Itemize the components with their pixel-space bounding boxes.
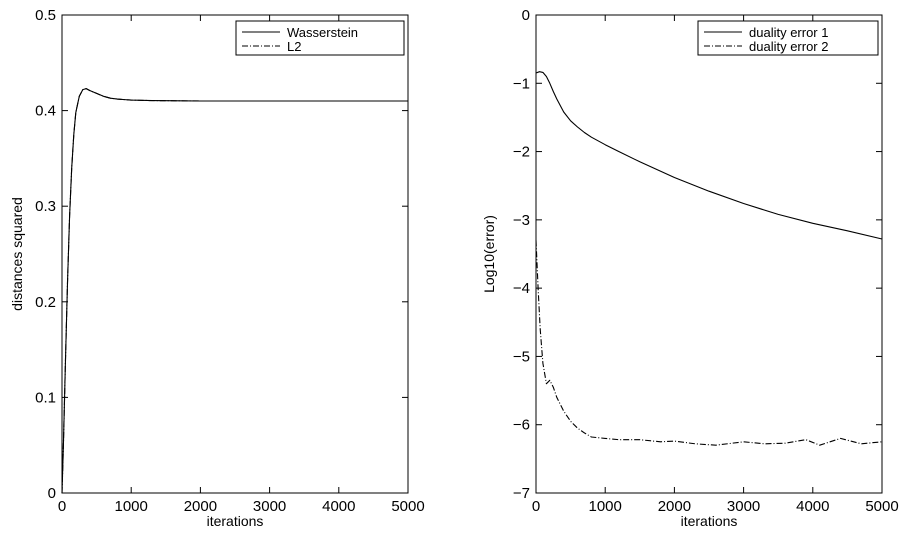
x-tick-label: 5000: [391, 498, 424, 515]
plot-area-frame: [61, 14, 409, 494]
legend-label: duality error 2: [749, 39, 828, 54]
y-tick-label: 0.2: [35, 294, 56, 311]
series-line-2: [61, 88, 408, 494]
y-tick-label: −1: [513, 75, 530, 92]
x-tick-label: 3000: [253, 498, 286, 515]
x-tick-label: 1000: [115, 498, 148, 515]
y-tick-label: 0.5: [35, 7, 56, 24]
x-axis-label: iterations: [681, 513, 738, 529]
y-tick-label: −4: [513, 280, 530, 297]
y-tick-label: 0: [48, 485, 56, 502]
y-axis-label: distances squared: [9, 197, 25, 311]
legend-box: [235, 20, 405, 56]
series-line-1: [61, 88, 408, 494]
x-tick-label: 2000: [658, 498, 691, 515]
legend-box: [697, 20, 879, 56]
x-tick-label: 4000: [796, 498, 829, 515]
legend-label: L2: [287, 39, 301, 54]
x-tick-label: 0: [58, 498, 66, 515]
y-tick-label: −7: [513, 485, 530, 502]
legend-label: duality error 1: [749, 25, 828, 40]
series-line-1: [535, 71, 883, 240]
right-chart-panel: 0 1000 2000 3000 4000 5000 0 −1 −2 −3 −4 −5 −6 −7 iter…: [481, 7, 899, 529]
x-tick-label: 3000: [727, 498, 760, 515]
y-tick-label: −6: [513, 417, 530, 434]
y-tick-label: 0.4: [35, 103, 56, 120]
legend-label: Wasserstein: [287, 25, 358, 40]
y-tick-label: 0: [522, 7, 530, 24]
x-tick-label: 0: [532, 498, 540, 515]
x-tick-label: 1000: [589, 498, 622, 515]
y-axis-label: Log10(error): [481, 215, 497, 293]
x-tick-label: 2000: [184, 498, 217, 515]
series-line-2: [535, 240, 883, 446]
x-axis-label: iterations: [207, 513, 264, 529]
y-tick-label: −5: [513, 348, 530, 365]
plot-area-frame: [535, 14, 883, 494]
y-tick-label: −3: [513, 212, 530, 229]
y-tick-label: −2: [513, 144, 530, 161]
y-tick-label: 0.3: [35, 198, 56, 215]
left-chart-panel: 0 1000 2000 3000 4000 5000 0 0.1 0.2 0.3 0.4 0.5 ite…: [9, 7, 425, 529]
x-tick-label: 5000: [865, 498, 898, 515]
x-tick-label: 4000: [322, 498, 355, 515]
y-tick-label: 0.1: [35, 389, 56, 406]
